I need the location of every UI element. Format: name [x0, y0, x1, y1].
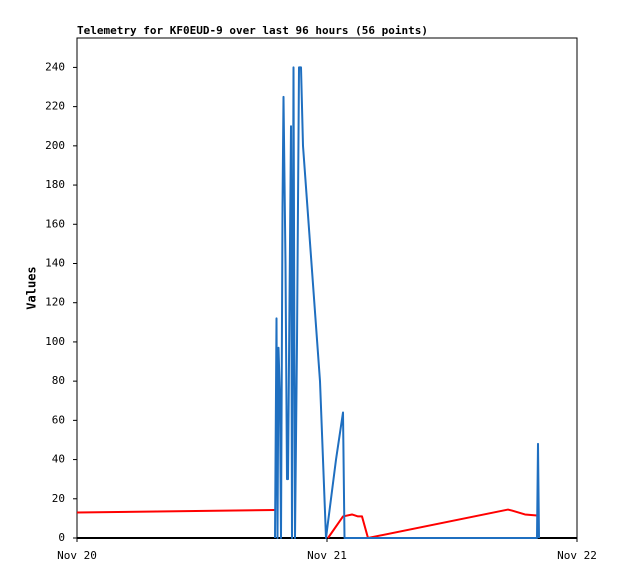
y-tick-label: 60 — [52, 413, 65, 426]
series-line — [274, 66, 540, 539]
y-tick-label: 140 — [45, 256, 65, 269]
y-tick-label: 180 — [45, 178, 65, 191]
y-tick-label: 120 — [45, 296, 65, 309]
series-line — [76, 508, 538, 539]
y-axis-label: Values — [25, 266, 39, 309]
y-tick-label: 80 — [52, 374, 65, 387]
x-tick-label: Nov 20 — [57, 549, 97, 562]
y-tick-label: 220 — [45, 100, 65, 113]
y-tick-label: 200 — [45, 139, 65, 152]
chart-title: Telemetry for KF0EUD-9 over last 96 hour… — [77, 24, 428, 37]
x-tick-label: Nov 22 — [557, 549, 597, 562]
y-tick-label: 20 — [52, 492, 65, 505]
y-tick-label: 160 — [45, 217, 65, 230]
x-tick-label: Nov 21 — [307, 549, 347, 562]
y-tick-label: 0 — [58, 531, 65, 544]
y-tick-label: 100 — [45, 335, 65, 348]
y-tick-label: 40 — [52, 453, 65, 466]
y-tick-label: 240 — [45, 60, 65, 73]
